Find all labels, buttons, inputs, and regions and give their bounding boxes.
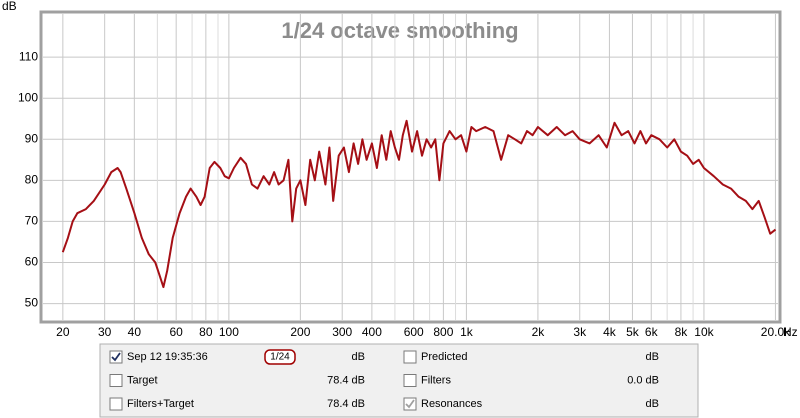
x-tick-label: 8k (675, 325, 689, 339)
x-tick-label: 200 (290, 325, 310, 339)
x-tick-label: 1k (460, 325, 474, 339)
legend-label: Filters+Target (127, 398, 194, 410)
x-tick-label: 400 (362, 325, 382, 339)
legend-label: Predicted (421, 351, 467, 363)
checkbox[interactable] (109, 397, 123, 411)
y-tick-label: 70 (25, 214, 39, 228)
checkbox[interactable] (403, 374, 417, 387)
legend-value: 78.4 dB (327, 398, 365, 410)
y-tick-label: 110 (19, 49, 38, 63)
x-tick-label: 800 (433, 325, 453, 339)
x-tick-label: 2k (532, 325, 546, 339)
y-tick-label: 90 (25, 131, 39, 145)
x-tick-label: 20 (56, 325, 70, 339)
legend-value: 0.0 dB (627, 374, 659, 386)
x-tick-label: 600 (404, 325, 424, 339)
x-tick-label: 6k (645, 325, 659, 339)
response-line (61, 119, 777, 289)
plot-frame (39, 10, 782, 324)
x-tick-label: 5k (626, 325, 640, 339)
x-axis-label: Hz (783, 325, 798, 339)
x-tick-label: 10k (694, 325, 714, 339)
legend-label: Sep 12 19:35:36 (127, 351, 208, 363)
y-tick-label: 100 (18, 90, 38, 104)
legend-panel (99, 343, 699, 418)
y-tick-label: 50 (25, 296, 39, 310)
checkbox[interactable] (109, 350, 123, 364)
checkbox[interactable] (403, 397, 417, 411)
x-tick-label: 60 (169, 325, 183, 339)
x-tick-label: 80 (199, 325, 213, 339)
legend-value: 78.4 dB (327, 374, 365, 386)
smoothing-label: 1/24 (270, 352, 290, 363)
legend-value: dB (352, 351, 365, 363)
x-tick-label: 20.0k (761, 325, 791, 339)
checkbox[interactable] (403, 350, 417, 364)
checkbox[interactable] (109, 374, 123, 387)
y-tick-label: 60 (25, 255, 39, 269)
legend-label: Filters (421, 374, 451, 386)
y-tick-label: 80 (25, 173, 39, 187)
legend-label: Resonances (421, 398, 483, 410)
legend-label: Target (127, 374, 158, 386)
x-tick-label: 30 (98, 325, 112, 339)
y-axis-label: dB (2, 0, 17, 13)
x-tick-label: 40 (128, 325, 142, 339)
x-tick-label: 100 (219, 325, 239, 339)
smoothing-badge[interactable] (264, 349, 296, 365)
checkmark (111, 352, 121, 362)
legend-value: dB (646, 398, 659, 410)
chart-title: 1/24 octave smoothing (281, 18, 518, 43)
x-tick-label: 3k (573, 325, 587, 339)
x-tick-label: 300 (332, 325, 352, 339)
legend-value: dB (646, 351, 659, 363)
checkmark (405, 399, 415, 409)
x-tick-label: 4k (603, 325, 617, 339)
